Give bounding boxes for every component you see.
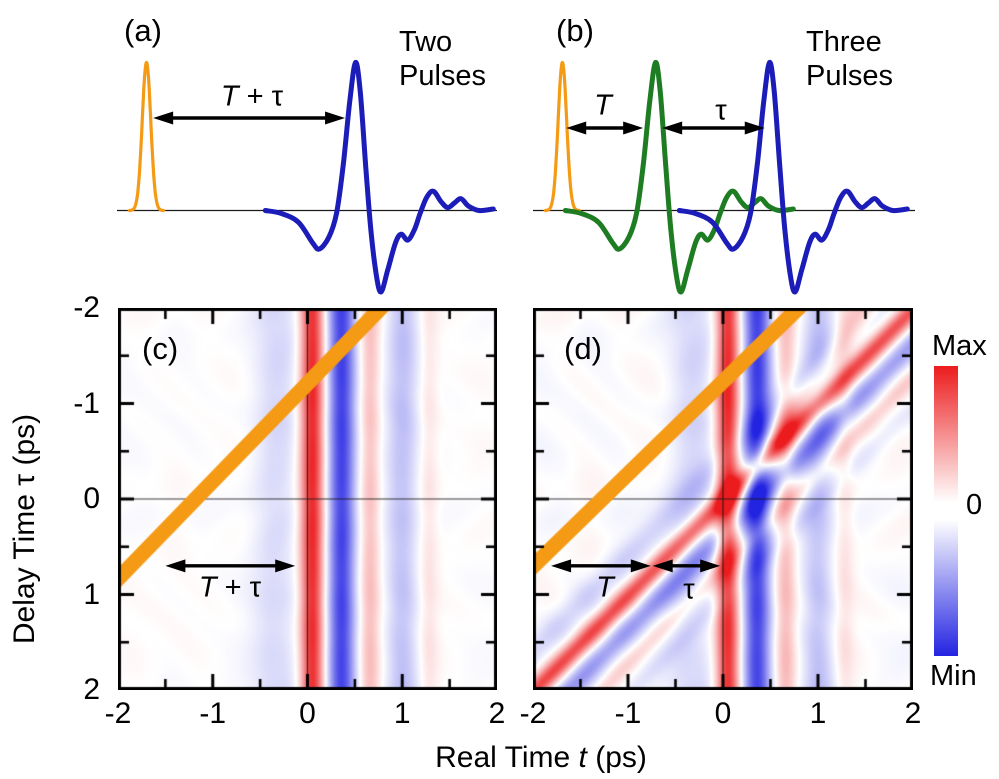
heatmap-panel-d xyxy=(533,308,913,690)
three-pulses-title: Three Pulses xyxy=(806,25,893,93)
delay-arrow-b-1-head xyxy=(662,121,683,135)
x-tick-label-d: 0 xyxy=(714,697,732,730)
y-axis-title-suffix: (ps) xyxy=(8,413,41,474)
y-axis-title-var: τ xyxy=(8,473,41,486)
heatmap-panel-c xyxy=(118,308,497,690)
two-pulses-line1: Two xyxy=(399,26,453,58)
x-tick-label-d: -2 xyxy=(519,697,547,730)
colorbar-max-label: Max xyxy=(932,330,987,362)
x-axis-title-suffix: (ps) xyxy=(586,741,647,774)
colorbar xyxy=(934,366,958,656)
delay-arrow-a-0-head xyxy=(325,111,346,125)
first-pulse-curve-b xyxy=(543,60,582,213)
first-pulse-curve-a xyxy=(127,60,166,213)
probe-pulse-curve-a xyxy=(262,59,496,295)
delay-arrow-b-0-head xyxy=(623,121,644,135)
panel-a-delay-label: T + τ xyxy=(221,81,283,114)
x-tick-label-c: 1 xyxy=(393,697,411,730)
two-pulses-title: Two Pulses xyxy=(399,25,486,93)
x-axis-title: Real Time t (ps) xyxy=(435,741,647,775)
x-tick-label-c: 2 xyxy=(488,697,506,730)
y-tick-label: 2 xyxy=(83,673,100,706)
y-tick-label: 1 xyxy=(83,577,100,611)
colorbar-min-label: Min xyxy=(930,660,977,692)
panel-d-tau-label: τ xyxy=(683,573,695,606)
y-axis-title-prefix: Delay Time xyxy=(8,485,41,645)
x-tick-label-d: -1 xyxy=(614,697,642,730)
delay-arrow-b-0-head xyxy=(566,121,587,135)
three-pulses-line1: Three xyxy=(806,26,882,58)
y-tick-label: -1 xyxy=(73,386,100,420)
panel-d-T-label: T xyxy=(596,571,614,604)
panel-c-delay-label: T + τ xyxy=(199,572,261,605)
x-tick-label-d: 2 xyxy=(904,697,922,730)
colorbar-zero-label: 0 xyxy=(966,489,983,521)
panel-b-label: (b) xyxy=(556,13,594,48)
panel-a-label: (a) xyxy=(124,13,162,48)
T-symbol: T xyxy=(198,571,217,604)
delay-arrow-a-0-head xyxy=(153,111,174,125)
x-axis-title-var: t xyxy=(578,741,587,774)
two-pulses-line2: Pulses xyxy=(399,60,487,92)
y-tick-label: -2 xyxy=(73,291,100,324)
delay-arrow-b-1-head xyxy=(744,121,765,135)
three-pulses-line2: Pulses xyxy=(806,60,894,92)
plus-tau-symbol: + τ xyxy=(238,80,284,113)
x-tick-label-c: 0 xyxy=(299,697,316,730)
x-tick-label-c: -1 xyxy=(199,697,227,730)
panel-b-tau-label: τ xyxy=(715,94,727,127)
x-tick-label-d: 1 xyxy=(809,697,827,730)
panel-d-label: (d) xyxy=(564,331,602,366)
probe-pulse-curve-b xyxy=(676,59,910,295)
panel-b-T-label: T xyxy=(594,89,612,122)
x-axis-title-prefix: Real Time xyxy=(435,741,579,774)
y-axis-title: Delay Time τ (ps) xyxy=(8,414,42,644)
plus-tau-symbol: + τ xyxy=(216,571,262,604)
panel-c-label: (c) xyxy=(142,331,179,366)
T-symbol: T xyxy=(220,80,239,113)
y-tick-label: 0 xyxy=(83,482,100,515)
x-tick-label-c: -2 xyxy=(104,697,132,730)
